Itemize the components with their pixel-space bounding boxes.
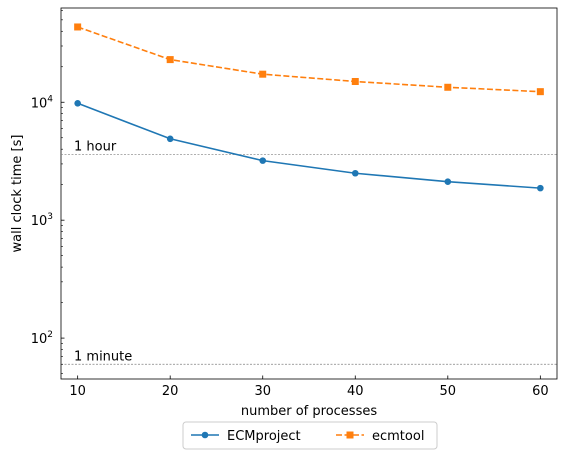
legend-marker-ecmproject [202,432,209,439]
x-tick-label-40: 40 [347,384,364,399]
data-point-ecmproject-50 [445,178,452,185]
legend-label-ecmproject: ECMproject [227,429,301,444]
y-tick-label-1000: 103 [31,212,53,229]
x-tick-label-60: 60 [532,384,549,399]
reference-line-label-1: 1 minute [74,349,132,364]
x-axis-label: number of processes [241,404,377,419]
x-tick-label-20: 20 [162,384,179,399]
data-point-ecmtool-20 [167,56,174,63]
legend: ECMproject ecmtool [183,422,437,449]
data-point-ecmtool-10 [74,23,81,30]
data-point-ecmtool-40 [352,78,359,85]
data-point-ecmproject-30 [259,157,266,164]
data-point-ecmtool-30 [259,71,266,78]
legend-marker-ecmtool [347,432,354,439]
data-point-ecmproject-40 [352,170,359,177]
x-tick-label-10: 10 [69,384,86,399]
data-point-ecmproject-10 [74,100,81,107]
data-point-ecmproject-60 [537,185,544,192]
legend-label-ecmtool: ecmtool [372,429,424,444]
x-tick-label-30: 30 [254,384,271,399]
y-tick-label-100: 102 [31,330,53,347]
y-tick-label-10000: 104 [31,94,54,111]
data-point-ecmtool-50 [444,84,451,91]
x-tick-label-50: 50 [440,384,457,399]
data-point-ecmproject-20 [167,135,174,142]
plot-area [61,8,557,379]
y-axis-label: wall clock time [s] [10,135,25,253]
data-point-ecmtool-60 [537,88,544,95]
y-axis: 102 103 104 [31,10,65,373]
reference-line-label-0: 1 hour [74,140,117,155]
